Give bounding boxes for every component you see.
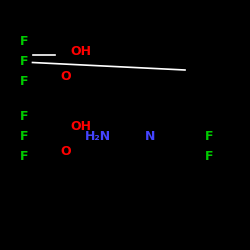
Text: O: O <box>60 70 71 83</box>
Text: F: F <box>20 130 28 143</box>
Text: N: N <box>145 130 156 143</box>
Text: OH: OH <box>70 45 91 58</box>
Text: F: F <box>20 150 28 163</box>
Text: H₂N: H₂N <box>85 130 111 143</box>
Text: F: F <box>20 55 28 68</box>
Text: F: F <box>20 75 28 88</box>
Text: O: O <box>60 145 71 158</box>
Text: OH: OH <box>70 120 91 133</box>
Text: F: F <box>205 150 214 163</box>
Text: F: F <box>205 130 214 143</box>
Text: F: F <box>20 35 28 48</box>
Text: F: F <box>20 110 28 123</box>
